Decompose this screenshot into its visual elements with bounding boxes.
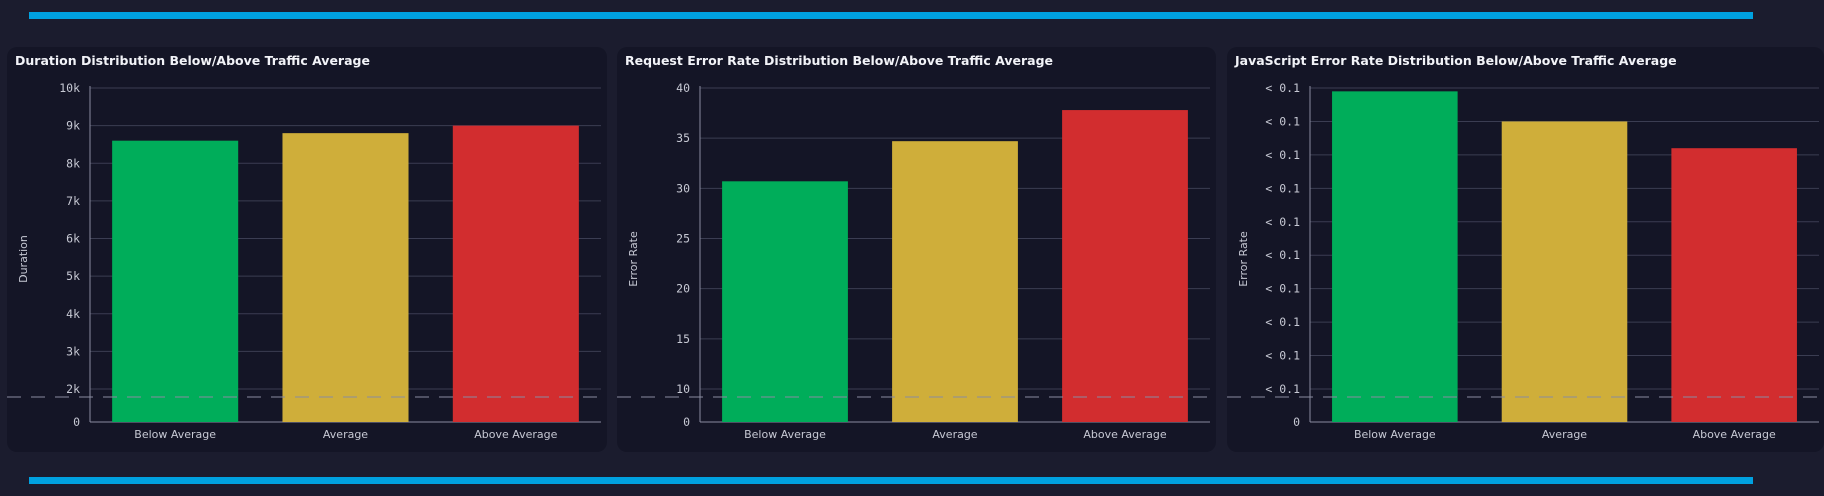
bar-average	[282, 133, 409, 422]
x-tick-label: Average	[323, 428, 368, 441]
y-tick-label: 25	[676, 232, 690, 246]
bar-above-average	[1671, 148, 1797, 422]
bar-below-average	[722, 181, 848, 422]
x-tick-label: Above Average	[1083, 428, 1166, 441]
y-tick-label: 7k	[66, 194, 80, 208]
y-tick-label: < 0.1	[1265, 315, 1300, 329]
x-tick-label: Below Average	[1354, 428, 1436, 441]
y-tick-label: 2k	[66, 382, 80, 396]
y-tick-label: < 0.1	[1265, 248, 1300, 262]
duration-bar-chart: 0 2k 3k 4k 5k 6k 7k 8k 9k 10k Duration Below Averag…	[7, 81, 607, 441]
y-tick-label: < 0.1	[1265, 114, 1300, 128]
y-tick-label: < 0.1	[1265, 382, 1300, 396]
y-tick-label: 3k	[66, 344, 80, 358]
y-tick-label: 10	[676, 382, 690, 396]
y-tick-label: 9k	[66, 119, 80, 133]
x-tick-label: Above Average	[474, 428, 557, 441]
y-tick-label: 4k	[66, 307, 80, 321]
y-tick-label: < 0.1	[1265, 349, 1300, 363]
y-tick-label: 20	[676, 282, 690, 296]
x-tick-label: Above Average	[1693, 428, 1776, 441]
bar-below-average	[112, 140, 239, 423]
request-error-rate-bar-chart: 0 10 15 20 25 30 35 40 Error Rate Below Average Av…	[617, 81, 1216, 441]
y-tick-label: < 0.1	[1265, 181, 1300, 195]
bar-above-average	[452, 125, 579, 422]
y-tick-label: 35	[676, 131, 690, 145]
bar-average	[892, 141, 1018, 422]
request-error-rate-chart-panel: Request Error Rate Distribution Below/Ab…	[617, 47, 1216, 452]
bar-above-average	[1062, 110, 1188, 422]
bar-average	[1501, 121, 1628, 422]
y-tick-label: 0	[73, 415, 80, 429]
y-tick-label: < 0.1	[1265, 148, 1300, 162]
y-tick-label: 0	[683, 415, 690, 429]
y-axis-title: Error Rate	[627, 231, 640, 287]
y-tick-label: 0	[1293, 415, 1300, 429]
y-tick-label: < 0.1	[1265, 215, 1300, 229]
y-tick-label: 5k	[66, 269, 80, 283]
top-accent-bar	[29, 12, 1753, 19]
chart-title: Request Error Rate Distribution Below/Ab…	[625, 53, 1054, 68]
y-tick-label: 30	[676, 181, 690, 195]
x-tick-label: Average	[1542, 428, 1587, 441]
y-tick-label: 8k	[66, 156, 80, 170]
x-tick-label: Below Average	[134, 428, 216, 441]
x-tick-label: Below Average	[744, 428, 826, 441]
javascript-error-rate-bar-chart: 0 < 0.1 < 0.1 < 0.1 < 0.1 < 0.1 < 0.1 < 0.1 < 0.…	[1227, 81, 1824, 441]
y-tick-label: < 0.1	[1265, 81, 1300, 95]
y-axis-title: Duration	[17, 235, 30, 283]
y-tick-label: < 0.1	[1265, 282, 1300, 296]
x-tick-label: Average	[932, 428, 977, 441]
y-tick-label: 10k	[59, 81, 80, 95]
y-tick-label: 15	[676, 332, 690, 346]
bottom-accent-bar	[29, 477, 1753, 484]
chart-title: JavaScript Error Rate Distribution Below…	[1235, 53, 1677, 68]
duration-chart-panel: Duration Distribution Below/Above Traffi…	[7, 47, 607, 452]
javascript-error-rate-chart-panel: JavaScript Error Rate Distribution Below…	[1227, 47, 1824, 452]
y-tick-label: 40	[676, 81, 690, 95]
y-axis-title: Error Rate	[1237, 231, 1250, 287]
y-tick-label: 6k	[66, 232, 80, 246]
chart-title: Duration Distribution Below/Above Traffi…	[15, 53, 370, 68]
bar-below-average	[1332, 91, 1458, 422]
